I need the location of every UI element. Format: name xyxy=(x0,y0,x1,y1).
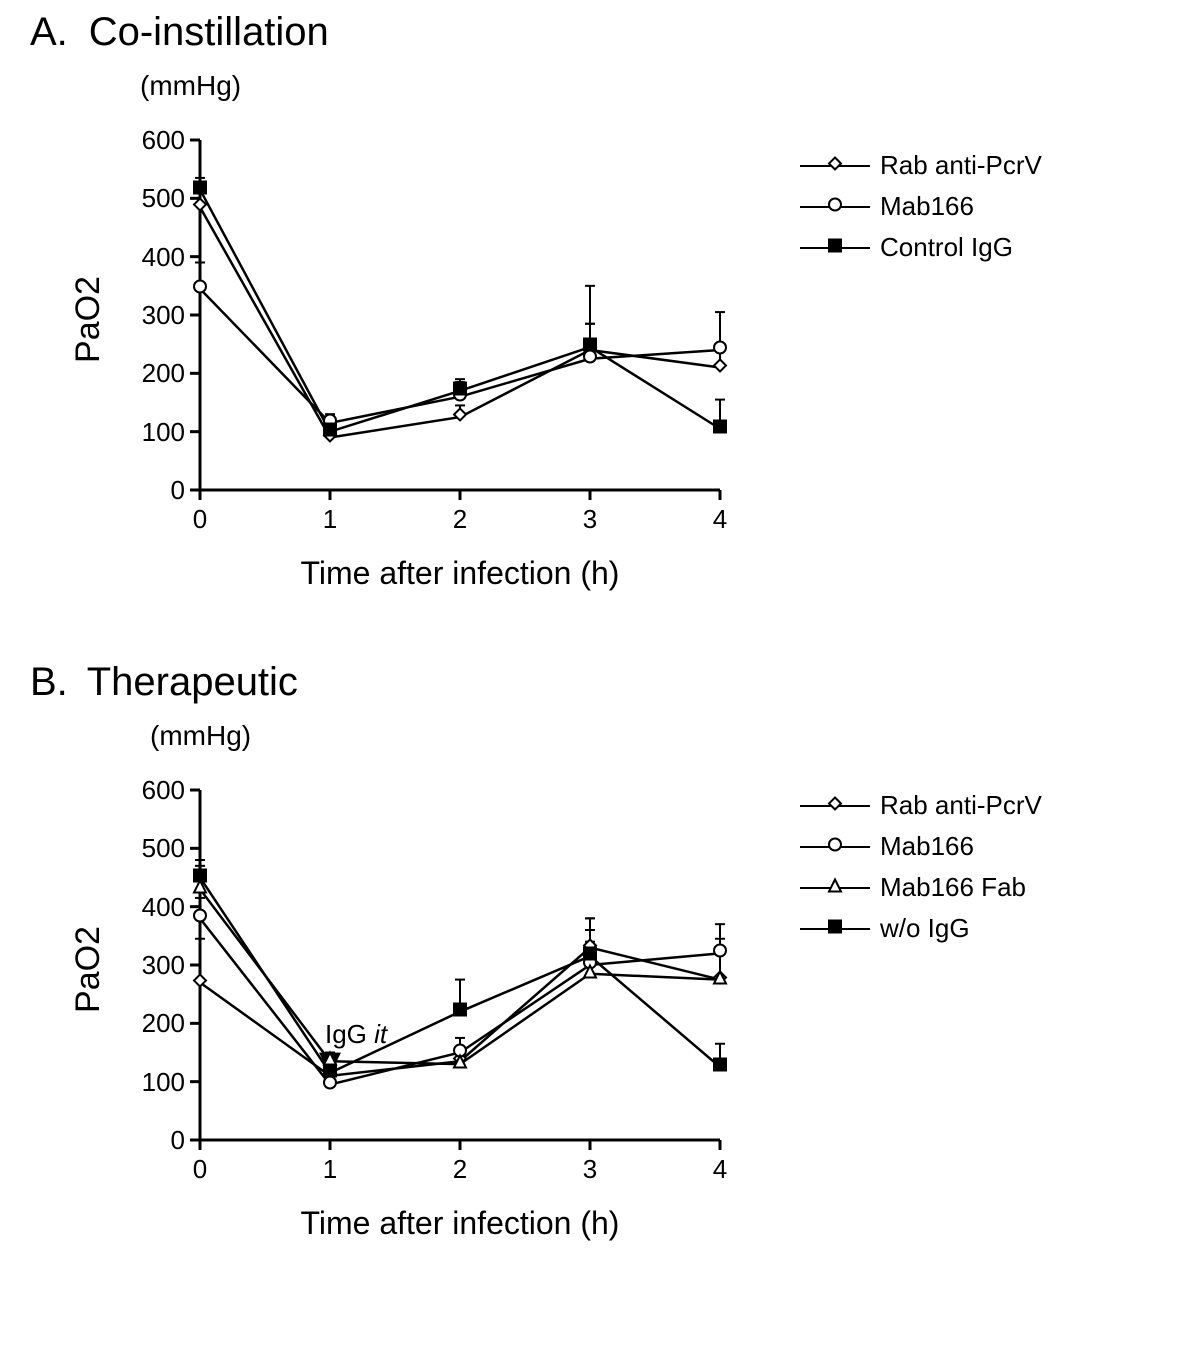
panel-a-plot: 010020030040050060001234 xyxy=(200,140,720,490)
legend-symbol xyxy=(800,878,870,898)
data-marker xyxy=(192,908,208,929)
legend-label: w/o IgG xyxy=(880,913,970,944)
panel-b-ylabel: PaO2 xyxy=(69,926,108,1013)
data-marker xyxy=(452,380,468,401)
y-tick-label: 100 xyxy=(120,417,185,448)
x-tick-label: 4 xyxy=(700,504,740,535)
y-tick-label: 0 xyxy=(120,1125,185,1156)
x-tick-label: 2 xyxy=(440,1154,480,1185)
legend-symbol xyxy=(800,197,870,217)
panel-b: B. Therapeutic (mmHg) PaO2 0100200300400… xyxy=(30,660,1170,1340)
data-marker xyxy=(452,407,468,428)
panel-b-title: B. Therapeutic xyxy=(30,660,298,705)
legend-symbol xyxy=(800,238,870,258)
panel-b-title-text: Therapeutic xyxy=(87,660,298,704)
panel-a-letter: A. xyxy=(30,10,68,54)
panel-b-legend: Rab anti-PcrV Mab166 Mab166 Fab w/o IgG xyxy=(800,790,1042,954)
panel-a-legend: Rab anti-PcrV Mab166 Control IgG xyxy=(800,150,1042,273)
data-marker xyxy=(712,340,728,361)
x-tick-label: 0 xyxy=(180,504,220,535)
panel-a: A. Co-instillation (mmHg) PaO2 010020030… xyxy=(30,10,1170,650)
data-marker xyxy=(712,969,728,990)
y-tick-label: 300 xyxy=(120,300,185,331)
data-marker xyxy=(322,1062,338,1083)
data-marker xyxy=(192,278,208,299)
igg-text: IgG xyxy=(325,1019,367,1049)
legend-entry: Mab166 xyxy=(800,831,1042,862)
legend-entry: Rab anti-PcrV xyxy=(800,150,1042,181)
y-tick-label: 400 xyxy=(120,892,185,923)
y-tick-label: 0 xyxy=(120,475,185,506)
x-tick-label: 3 xyxy=(570,1154,610,1185)
y-tick-label: 300 xyxy=(120,950,185,981)
panel-a-units: (mmHg) xyxy=(140,70,241,102)
legend-label: Mab166 xyxy=(880,191,974,222)
x-tick-label: 3 xyxy=(570,504,610,535)
data-marker xyxy=(322,421,338,442)
legend-label: Rab anti-PcrV xyxy=(880,790,1042,821)
x-tick-label: 2 xyxy=(440,504,480,535)
legend-symbol xyxy=(800,796,870,816)
plot-svg xyxy=(200,140,722,492)
legend-symbol xyxy=(800,837,870,857)
y-tick-label: 100 xyxy=(120,1067,185,1098)
y-tick-label: 600 xyxy=(120,125,185,156)
y-tick-label: 500 xyxy=(120,833,185,864)
y-tick-label: 200 xyxy=(120,358,185,389)
data-marker xyxy=(192,867,208,888)
igg-annotation: IgG it xyxy=(325,1019,387,1050)
legend-symbol xyxy=(800,156,870,176)
x-tick-label: 1 xyxy=(310,504,350,535)
data-marker xyxy=(582,337,598,358)
x-tick-label: 1 xyxy=(310,1154,350,1185)
legend-label: Rab anti-PcrV xyxy=(880,150,1042,181)
legend-entry: w/o IgG xyxy=(800,913,1042,944)
panel-a-title-text: Co-instillation xyxy=(89,10,329,54)
plot-svg xyxy=(200,790,722,1142)
legend-entry: Control IgG xyxy=(800,232,1042,263)
data-marker xyxy=(582,946,598,967)
data-marker xyxy=(452,1001,468,1022)
panel-b-units: (mmHg) xyxy=(150,720,251,752)
panel-a-xlabel: Time after infection (h) xyxy=(200,555,720,592)
legend-label: Mab166 Fab xyxy=(880,872,1026,903)
legend-entry: Rab anti-PcrV xyxy=(800,790,1042,821)
data-marker xyxy=(712,943,728,964)
legend-entry: Mab166 xyxy=(800,191,1042,222)
panel-a-title: A. Co-instillation xyxy=(30,10,329,55)
panel-a-ylabel: PaO2 xyxy=(69,276,108,363)
panel-b-letter: B. xyxy=(30,660,68,704)
igg-italic: it xyxy=(374,1019,387,1049)
data-marker xyxy=(192,972,208,993)
x-tick-label: 4 xyxy=(700,1154,740,1185)
figure-page: { "figure": { "background_color": "#ffff… xyxy=(0,0,1199,1356)
legend-label: Mab166 xyxy=(880,831,974,862)
legend-entry: Mab166 Fab xyxy=(800,872,1042,903)
legend-label: Control IgG xyxy=(880,232,1013,263)
data-marker xyxy=(712,1057,728,1078)
data-marker xyxy=(712,418,728,439)
data-marker xyxy=(452,1054,468,1075)
data-marker xyxy=(192,179,208,200)
y-tick-label: 600 xyxy=(120,775,185,806)
legend-symbol xyxy=(800,919,870,939)
panel-b-plot: 010020030040050060001234IgG it xyxy=(200,790,720,1140)
y-tick-label: 500 xyxy=(120,183,185,214)
y-tick-label: 200 xyxy=(120,1008,185,1039)
y-tick-label: 400 xyxy=(120,242,185,273)
x-tick-label: 0 xyxy=(180,1154,220,1185)
panel-b-xlabel: Time after infection (h) xyxy=(200,1205,720,1242)
